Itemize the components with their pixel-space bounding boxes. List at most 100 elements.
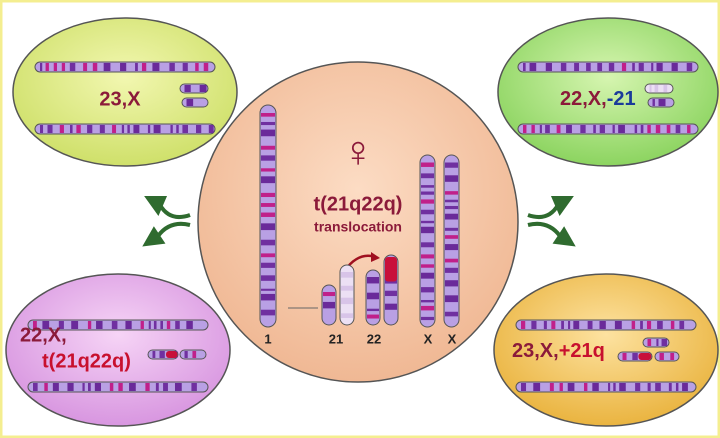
chromosome-band bbox=[341, 313, 353, 319]
chromosome-band bbox=[529, 63, 537, 71]
chromosome-band bbox=[385, 303, 397, 310]
chromosome-band bbox=[445, 311, 458, 317]
chromosome-band bbox=[125, 321, 132, 329]
chromosome-band bbox=[199, 85, 207, 92]
chromosome-band bbox=[82, 383, 85, 391]
chromosome-band bbox=[656, 63, 663, 71]
chromosome-band bbox=[208, 125, 214, 133]
chromosome-band bbox=[657, 321, 663, 329]
chromosome-band bbox=[421, 299, 434, 303]
chromosome-band bbox=[649, 85, 652, 92]
karyotype-label: t(21q22q) bbox=[42, 350, 131, 372]
chromosome-band bbox=[614, 321, 622, 329]
chromosome-band bbox=[651, 63, 654, 71]
chromosome-band bbox=[445, 295, 458, 303]
chromosome-band bbox=[666, 125, 671, 133]
chromosome-band bbox=[169, 63, 175, 71]
chromosome bbox=[181, 97, 209, 108]
chromosome-band bbox=[640, 125, 644, 133]
chromosome-band bbox=[141, 63, 147, 71]
chromosome-band bbox=[166, 321, 171, 329]
chromosome-band bbox=[421, 191, 434, 195]
chromosome-band bbox=[133, 125, 140, 133]
chromosome-band bbox=[261, 129, 275, 137]
chromosome-band bbox=[191, 383, 197, 391]
chromosome-band bbox=[367, 292, 379, 300]
chromosome-band bbox=[261, 239, 275, 246]
chromosome-band bbox=[261, 121, 275, 126]
chromosome-band bbox=[385, 257, 397, 282]
chromosome-band bbox=[421, 264, 434, 268]
chromosome-band bbox=[521, 321, 526, 329]
chromosome-band bbox=[559, 383, 563, 391]
chromosome-band bbox=[647, 383, 651, 391]
chromosome-band bbox=[129, 383, 136, 391]
chromosome-band bbox=[686, 63, 693, 71]
chromosome-band bbox=[323, 292, 335, 297]
chromosome-band bbox=[69, 63, 76, 71]
chromosome-band bbox=[445, 267, 458, 273]
chromosome-band bbox=[652, 99, 655, 106]
chromosome-band bbox=[573, 321, 580, 329]
chromosome-band bbox=[33, 321, 37, 329]
chromosome-band bbox=[367, 314, 379, 319]
chromosome-band bbox=[174, 383, 182, 391]
chromosome-band bbox=[261, 176, 275, 184]
chromosome-band bbox=[152, 63, 160, 71]
chromosome-band bbox=[445, 280, 458, 287]
chromosome-band bbox=[203, 63, 209, 71]
chromosome-band bbox=[155, 383, 159, 391]
chromosome-band bbox=[160, 321, 163, 329]
parent-cell bbox=[197, 61, 519, 383]
chromosome-band bbox=[47, 125, 53, 133]
chromosome-band bbox=[586, 63, 591, 71]
chromosome-band bbox=[96, 321, 103, 329]
chromosome-band bbox=[140, 321, 144, 329]
chromosome-band bbox=[580, 125, 586, 133]
chromosome-band bbox=[592, 383, 599, 391]
chromosome-band bbox=[196, 125, 202, 133]
chromosome-band bbox=[597, 63, 603, 71]
chromosome-band bbox=[599, 321, 606, 329]
chromosome-band bbox=[445, 244, 458, 251]
chromosome-band bbox=[112, 125, 117, 133]
chromosome-band bbox=[385, 290, 397, 297]
chromosome-band bbox=[566, 125, 572, 133]
chromosome-band bbox=[261, 253, 275, 258]
chromosome-band bbox=[634, 125, 638, 133]
chromosome-band bbox=[261, 288, 275, 291]
chromosome-band bbox=[367, 277, 379, 284]
chromosome-band bbox=[99, 125, 105, 133]
chromosome-band bbox=[421, 226, 434, 234]
chromosome-band bbox=[421, 287, 434, 293]
chromosome bbox=[515, 319, 697, 331]
chromosome-band bbox=[152, 351, 156, 358]
chromosome bbox=[517, 123, 699, 135]
chromosome-band bbox=[675, 125, 681, 133]
karyotype-part: -21 bbox=[607, 88, 636, 110]
chromosome bbox=[644, 83, 674, 94]
chromosome-band bbox=[184, 351, 188, 358]
chromosome-band bbox=[655, 383, 661, 391]
chromosome-band bbox=[533, 383, 541, 391]
chromosome-band bbox=[671, 63, 678, 71]
chromosome-band bbox=[587, 321, 593, 329]
chromosome-band bbox=[153, 321, 157, 329]
chromosome-band bbox=[599, 125, 605, 133]
chromosome-band bbox=[622, 353, 627, 360]
chromosome-band bbox=[148, 321, 151, 329]
chromosome-band bbox=[638, 353, 652, 360]
chromosome-band bbox=[551, 321, 556, 329]
chromosome-band bbox=[163, 383, 168, 391]
chromosome-band bbox=[92, 63, 98, 71]
chromosome-band bbox=[261, 168, 275, 172]
chromosome-band bbox=[445, 191, 458, 195]
chromosome-band bbox=[59, 125, 64, 133]
chromosome-band bbox=[632, 63, 635, 71]
chromosome-band bbox=[608, 383, 611, 391]
chromosome bbox=[654, 351, 680, 362]
chromosome-band bbox=[58, 321, 64, 329]
chromosome-band bbox=[523, 63, 526, 71]
chromosome-band bbox=[421, 272, 434, 279]
